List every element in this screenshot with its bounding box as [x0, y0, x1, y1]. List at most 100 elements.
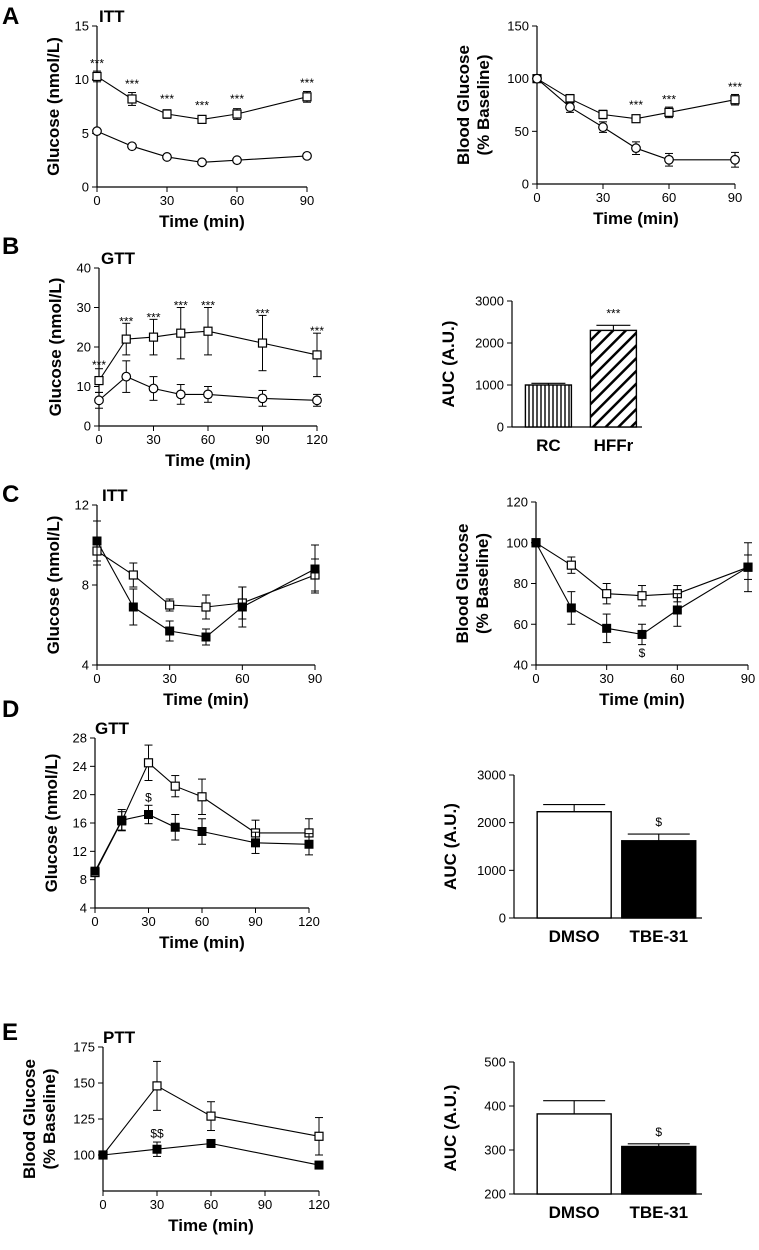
x-tick-label: 120: [308, 1197, 330, 1212]
panel-letter-a: A: [2, 3, 19, 30]
significance-label: ***: [119, 314, 133, 328]
data-point: [251, 838, 260, 848]
y-tick-label: 200: [484, 1187, 506, 1202]
x-category-label: TBE-31: [629, 1203, 688, 1222]
y-tick-label: 2000: [477, 815, 506, 830]
y-axis-label: Glucose (nmol/L): [46, 278, 65, 417]
data-point: [314, 1160, 324, 1170]
significance-label: ***: [125, 77, 139, 91]
significance-label: ***: [160, 92, 174, 106]
x-tick-label: 0: [95, 432, 102, 447]
data-point: [170, 822, 180, 832]
x-axis-label: Time (min): [163, 690, 249, 709]
y-tick-label: 0: [82, 180, 89, 195]
y-axis-label: Blood Glucose: [20, 1059, 39, 1179]
data-point: [232, 155, 242, 166]
significance-label: ***: [195, 98, 209, 112]
series-line: [102, 1085, 320, 1156]
data-point: [90, 866, 100, 876]
x-tick-label: 60: [195, 914, 209, 929]
x-tick-label: 60: [670, 671, 684, 686]
series-line: [96, 130, 308, 163]
significance-label: ***: [174, 299, 188, 313]
data-point: [148, 383, 159, 394]
chart-title: GTT: [101, 249, 136, 268]
y-tick-label: 80: [514, 576, 528, 591]
chart-c-left: 4 8 12 Glucose (nmol/L) ITT 0 30 60 90 Time (min): [44, 486, 322, 709]
data-point: [162, 109, 172, 119]
series-line: [535, 542, 749, 635]
data-point: [165, 600, 175, 610]
x-tick-label: 60: [201, 432, 215, 447]
data-point: [170, 781, 180, 791]
y-tick-label: 0: [497, 420, 504, 435]
bar: [621, 1145, 697, 1195]
chart-e-left: 100 125 150 175 Blood Glucose (% Baseline) PTT…: [20, 1028, 330, 1235]
data-point: [121, 334, 131, 344]
significance-label: $$: [150, 1126, 164, 1140]
x-category-label: TBE-31: [629, 927, 688, 946]
data-point: [672, 605, 682, 615]
chart-d-right: 0 1000 2000 3000 AUC (A.U.) DMSO TBE-31 $: [441, 768, 702, 946]
bar: [536, 1113, 612, 1195]
data-point: [664, 154, 674, 165]
y-tick-label: 3000: [475, 294, 504, 309]
data-point: [165, 626, 175, 636]
x-tick-label: 30: [146, 432, 160, 447]
data-point: [197, 157, 207, 168]
y-tick-label: 100: [507, 71, 529, 86]
data-point: [598, 122, 608, 133]
x-tick-label: 0: [91, 914, 98, 929]
data-point: [637, 591, 647, 601]
significance-label: $: [639, 646, 646, 660]
x-tick-label: 120: [298, 914, 320, 929]
chart-b-right: 0 1000 2000 3000 AUC (A.U.) RC HFFr ***: [439, 294, 642, 455]
data-point: [144, 810, 153, 819]
chart-a-left: 0 5 10 15 Glucose (nmol/L) ITT 0 30 60 90 Time (mi…: [44, 7, 314, 231]
x-tick-label: 90: [728, 190, 742, 205]
panel-letter-c: C: [2, 481, 19, 508]
y-tick-label: 1000: [477, 863, 506, 878]
data-point: [148, 332, 159, 342]
data-point: [197, 827, 207, 836]
data-point: [92, 126, 102, 137]
data-point: [312, 350, 322, 360]
significance-label: ***: [146, 310, 160, 324]
chart-c-right: 40 60 80 100 120 Blood Glucose (% Baseline) 0 30…: [453, 495, 755, 710]
data-point: [598, 109, 608, 120]
x-tick-label: 30: [150, 1197, 164, 1212]
significance-label: ***: [662, 93, 676, 107]
y-axis-label: Glucose (nmol/L): [44, 37, 63, 176]
x-tick-label: 0: [532, 671, 539, 686]
y-tick-label: 125: [73, 1112, 95, 1127]
data-point: [531, 538, 541, 548]
data-point: [201, 632, 211, 642]
data-point: [566, 603, 576, 613]
x-tick-label: 90: [300, 193, 314, 208]
y-tick-label: 5: [82, 126, 89, 141]
y-tick-label: 20: [73, 787, 87, 802]
data-point: [127, 141, 137, 152]
chart-title: GTT: [95, 719, 130, 738]
data-point: [94, 395, 104, 406]
x-tick-label: 90: [308, 671, 322, 686]
y-tick-label: 10: [75, 72, 89, 87]
significance-label: $: [655, 815, 662, 829]
y-tick-label: 400: [484, 1099, 506, 1114]
data-point: [312, 395, 322, 406]
x-category-label: DMSO: [549, 1203, 600, 1222]
x-axis-label: Time (min): [165, 451, 251, 470]
bar: [524, 384, 573, 428]
significance-label: ***: [230, 92, 244, 106]
y-tick-label: 10: [77, 379, 91, 394]
data-point: [92, 71, 102, 82]
data-point: [162, 152, 172, 162]
data-point: [302, 150, 312, 161]
significance-label: ***: [300, 76, 314, 90]
y-axis-label: (% Baseline): [474, 54, 493, 155]
significance-label: ***: [255, 306, 269, 320]
data-point: [117, 815, 127, 825]
x-tick-label: 60: [230, 193, 244, 208]
data-point: [565, 102, 575, 113]
